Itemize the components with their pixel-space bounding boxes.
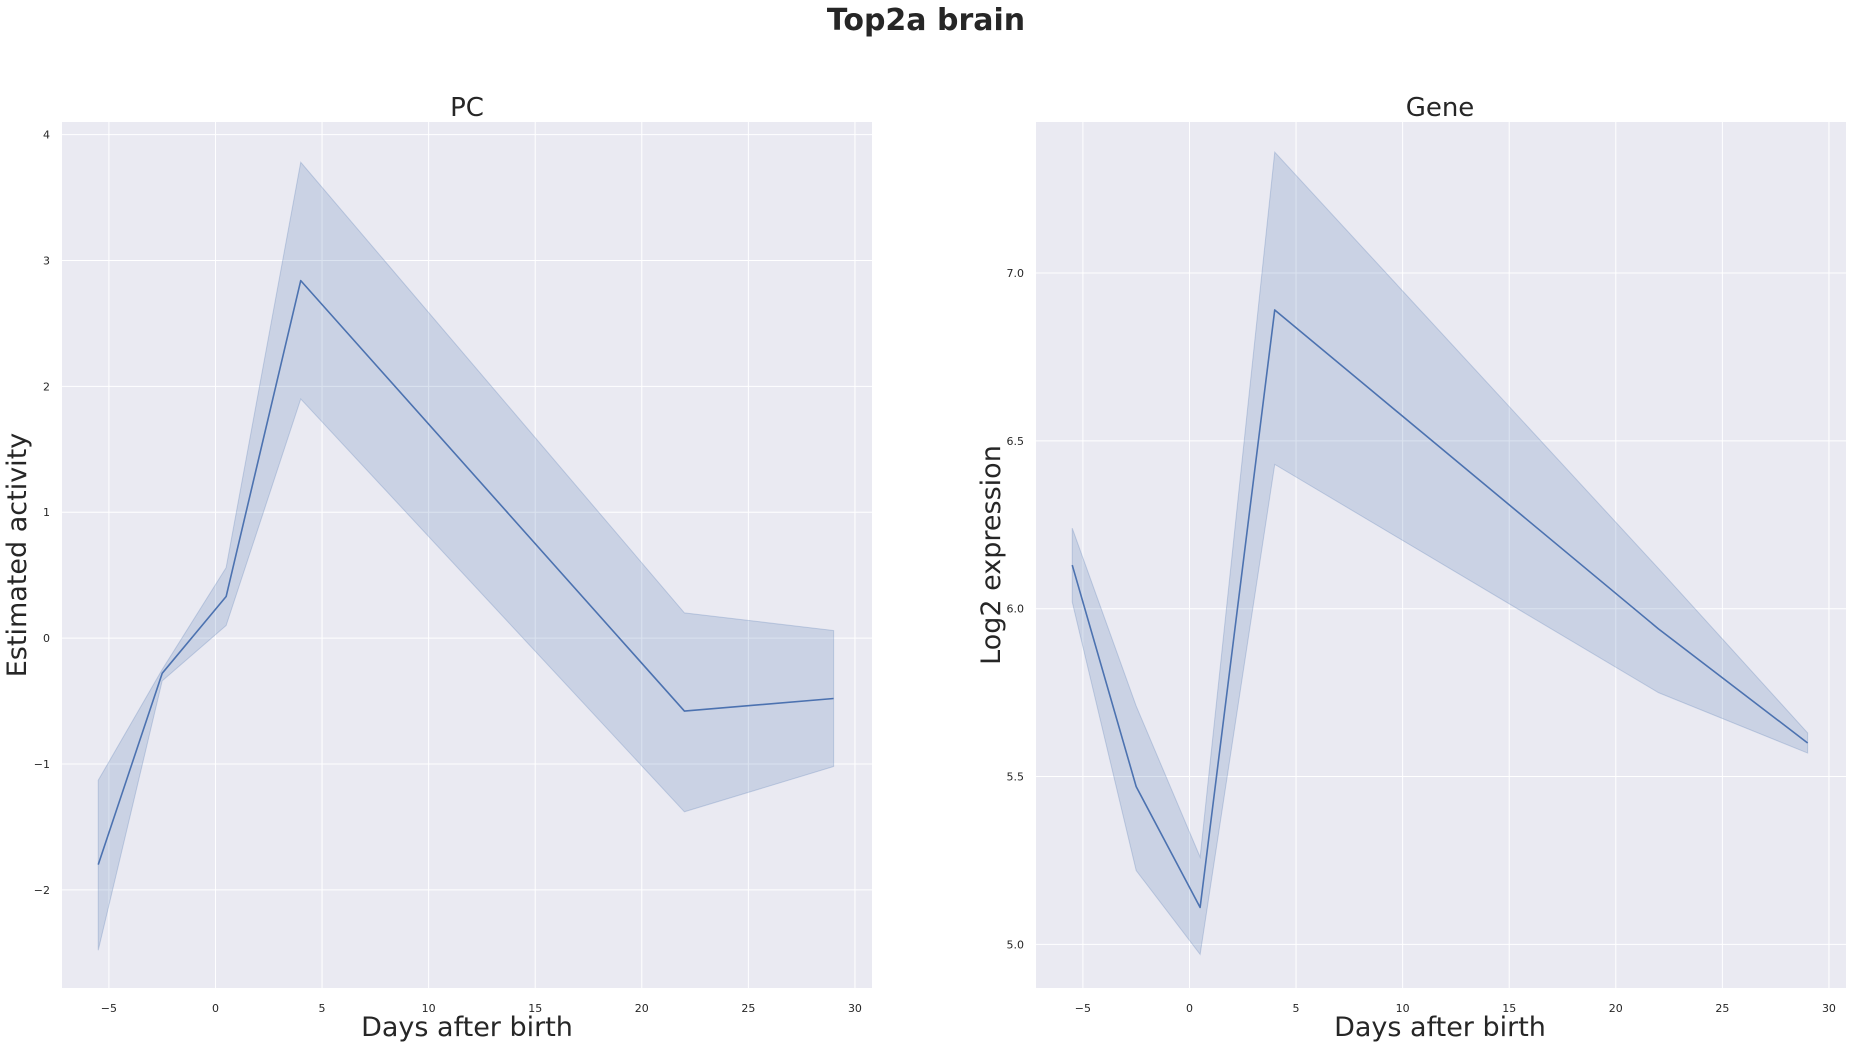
pc-mean-line	[97, 279, 834, 865]
gene-mean-line	[1071, 309, 1809, 909]
gene-x-tick-label: 0	[1186, 1002, 1193, 1015]
pc-y-axis-label: Estimated activity	[2, 433, 33, 678]
gene-y-tick-label: 6.5	[1007, 435, 1025, 448]
panel-pc: PC −5 0 5 10 15 20 25 30 −2 −1 0 1 2 3 4 Days after b…	[2, 93, 872, 1043]
pc-xtick-labels: −5 0 5 10 15 20 25 30	[101, 1002, 862, 1015]
gene-x-tick-label: 25	[1715, 1002, 1729, 1015]
pc-x-tick-label: 30	[848, 1002, 862, 1015]
pc-x-tick-label: 0	[212, 1002, 219, 1015]
panel-gene: Gene −5 0 5 10 15 20 25 30 5.0 5.5 6.0 6.5 7.0 Days…	[976, 93, 1846, 1043]
pc-line-group	[97, 279, 834, 865]
gene-y-tick-label: 5.0	[1007, 938, 1025, 951]
pc-ytick-labels: −2 −1 0 1 2 3 4	[34, 129, 50, 897]
figure-title: Top2a brain	[827, 3, 1025, 38]
gene-xtick-labels: −5 0 5 10 15 20 25 30	[1075, 1002, 1836, 1015]
pc-plot-area	[62, 122, 872, 988]
gene-x-axis-label: Days after birth	[1334, 1012, 1546, 1043]
pc-y-tick-label: 4	[43, 129, 50, 142]
pc-panel-title: PC	[450, 93, 484, 123]
gene-y-tick-label: 6.0	[1007, 603, 1025, 616]
gene-grid	[1036, 122, 1846, 988]
pc-x-tick-label: 20	[635, 1002, 649, 1015]
gene-line-group	[1071, 309, 1809, 909]
gene-x-tick-label: 20	[1609, 1002, 1623, 1015]
pc-grid	[62, 122, 872, 988]
pc-x-tick-label: 10	[422, 1002, 436, 1015]
pc-y-tick-label: 0	[43, 632, 50, 645]
gene-ytick-labels: 5.0 5.5 6.0 6.5 7.0	[1007, 267, 1025, 951]
gene-ci-band	[1071, 151, 1809, 956]
pc-x-tick-label: 5	[319, 1002, 326, 1015]
gene-x-tick-label: 10	[1396, 1002, 1410, 1015]
gene-ci-band-group	[1071, 151, 1809, 956]
pc-x-tick-label: 25	[741, 1002, 755, 1015]
pc-y-tick-label: −1	[34, 758, 50, 771]
gene-y-tick-label: 7.0	[1007, 267, 1025, 280]
pc-y-tick-label: 1	[43, 506, 50, 519]
gene-panel-title: Gene	[1406, 93, 1475, 123]
pc-y-tick-label: 3	[43, 254, 50, 267]
gene-x-tick-label: 15	[1502, 1002, 1516, 1015]
pc-x-tick-label: 15	[528, 1002, 542, 1015]
gene-y-axis-label: Log2 expression	[976, 445, 1007, 665]
pc-x-tick-label: −5	[101, 1002, 117, 1015]
gene-x-tick-label: 30	[1822, 1002, 1836, 1015]
gene-y-tick-label: 5.5	[1007, 771, 1025, 784]
gene-x-tick-label: −5	[1075, 1002, 1091, 1015]
pc-y-tick-label: 2	[43, 380, 50, 393]
pc-y-tick-label: −2	[34, 884, 50, 897]
pc-x-axis-label: Days after birth	[361, 1012, 573, 1043]
gene-plot-area	[1036, 122, 1846, 988]
gene-x-tick-label: 5	[1293, 1002, 1300, 1015]
